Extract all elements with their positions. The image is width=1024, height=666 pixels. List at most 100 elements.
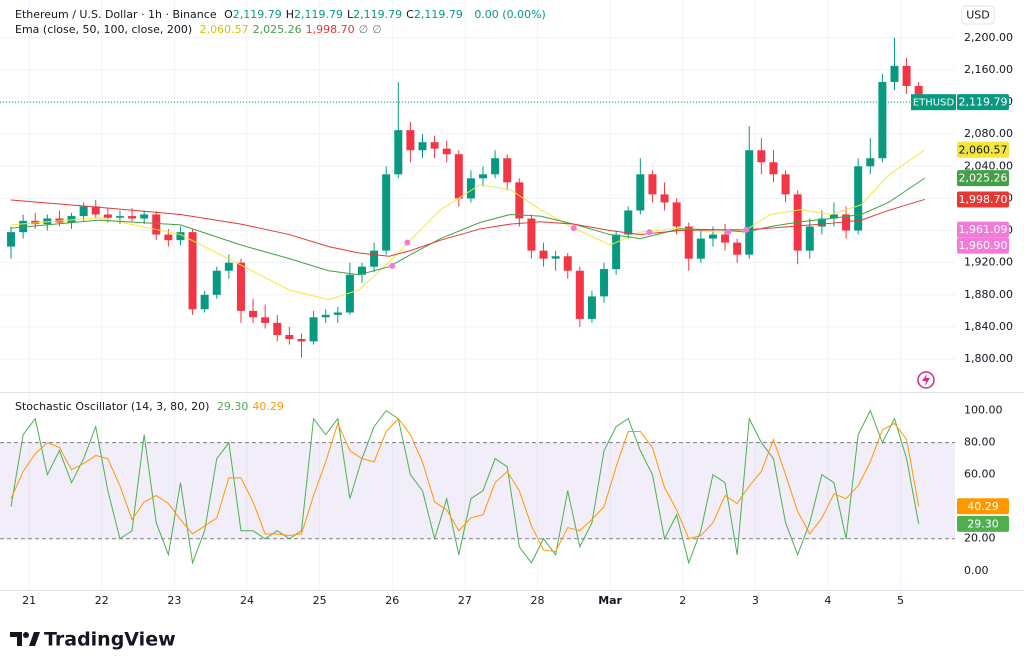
ohlc-value: 2,119.79 [232, 8, 282, 21]
candle-body [224, 262, 233, 271]
candle-body [672, 202, 681, 227]
candle-body [442, 148, 451, 155]
candle-body [200, 294, 209, 310]
x-tick-label: 21 [22, 594, 36, 607]
candle-body [406, 130, 415, 151]
price-tag-label: 1,960.90 [959, 239, 1008, 252]
candle-body [140, 214, 149, 219]
candle-body [7, 232, 16, 247]
symbol-tag [911, 94, 956, 111]
candle-body [188, 232, 197, 310]
candle-body [612, 234, 621, 270]
candle-body [91, 206, 100, 215]
candle-body [115, 216, 124, 218]
ema-legend: Ema (close, 50, 100, close, 200) 2,060.5… [15, 23, 386, 36]
y-tick-label: 2,200.00 [964, 31, 1013, 44]
candle-body [454, 154, 463, 199]
candle-body [539, 250, 548, 259]
price-tag-label: 1,998.70 [959, 193, 1008, 206]
candle-body [43, 218, 52, 225]
cross-marker [404, 239, 411, 246]
candle-body [563, 256, 572, 271]
candle-body [261, 317, 270, 323]
candle-body [854, 166, 863, 231]
ema-value: 1,998.70 [305, 23, 355, 36]
candle-body [345, 274, 354, 313]
ohlc-value: 2,119.79 [294, 8, 344, 21]
candle-body [103, 214, 112, 218]
candle-body [164, 234, 173, 241]
candle-body [333, 312, 342, 315]
candle-body [309, 317, 318, 342]
ohlc-value: 2,119.79 [413, 8, 463, 21]
change: 0.00 (0.00%) [474, 8, 546, 21]
ema-label: Ema (close, 50, 100, close, 200) [15, 23, 193, 36]
x-tick-label: 24 [240, 594, 254, 607]
candle-body [684, 226, 693, 259]
brand-name: TradingView [44, 629, 176, 651]
currency-box[interactable] [961, 5, 995, 25]
stoch-value: 29.30 [216, 400, 249, 413]
price-tag-label: 2,060.57 [959, 143, 1008, 156]
candle-body [382, 174, 391, 251]
x-tick-label: 26 [385, 594, 399, 607]
stoch-value: 40.29 [252, 400, 284, 413]
ema-value: 2,025.26 [252, 23, 302, 36]
price-tag [957, 170, 1009, 187]
candle-body [866, 158, 875, 167]
ohlc-values: O2,119.79 H2,119.79 L2,119.79 C2,119.79 [224, 8, 467, 21]
candle-body [176, 232, 185, 241]
candle-body [878, 81, 887, 159]
price-tag [957, 141, 1009, 158]
y-tick-label: 1,920.00 [964, 256, 1013, 269]
price-tag-label: 2,025.26 [959, 172, 1008, 185]
y-tick-label: 2,040.00 [964, 159, 1013, 172]
y-tick-label: 100.00 [964, 404, 1003, 417]
x-tick-label: 2 [679, 594, 686, 607]
ohlc-key: C [406, 8, 414, 21]
candle-body [721, 234, 730, 243]
stoch-legend: Stochastic Oscillator (14, 3, 80, 20) 29… [15, 400, 288, 413]
candle-body [551, 256, 560, 259]
y-tick-label: 80.00 [964, 436, 996, 449]
price-tag-label: 40.29 [967, 500, 999, 513]
stoch-line [10, 417, 920, 553]
currency: USD [966, 9, 990, 22]
candle-body [781, 174, 790, 195]
price-tag [957, 191, 1009, 208]
ema-value: 2,060.57 [199, 23, 249, 36]
y-tick-label: 1,800.00 [964, 352, 1013, 365]
candle-body [394, 130, 403, 175]
alert-icon[interactable] [917, 371, 935, 389]
symbol-tag-label: ETHUSD [913, 98, 955, 109]
ema-extra: ∅ [372, 23, 382, 36]
y-tick-label: 20.00 [964, 532, 996, 545]
candle-body [527, 218, 536, 251]
ema-line [10, 177, 926, 276]
candle-body [67, 216, 76, 223]
cross-marker [570, 225, 577, 232]
candle-body [624, 210, 633, 235]
candle-body [636, 174, 645, 211]
candle-body [890, 65, 899, 82]
candle-body [914, 85, 923, 103]
ohlc-key: L [347, 8, 354, 21]
candle-body [829, 214, 838, 219]
candle-body [357, 266, 366, 275]
ohlc-key: H [285, 8, 295, 21]
cross-marker [743, 226, 750, 233]
x-tick-label: 4 [824, 594, 831, 607]
candle-body [370, 250, 379, 267]
candle-body [503, 158, 512, 183]
price-tag [957, 498, 1009, 515]
price-tag [957, 237, 1009, 254]
stoch-band [0, 442, 955, 539]
price-tag [957, 94, 1009, 111]
ohlc-key: O [224, 8, 233, 21]
x-tick-label: 23 [167, 594, 181, 607]
cross-marker [725, 229, 732, 236]
stoch-label: Stochastic Oscillator (14, 3, 80, 20) [15, 400, 210, 413]
